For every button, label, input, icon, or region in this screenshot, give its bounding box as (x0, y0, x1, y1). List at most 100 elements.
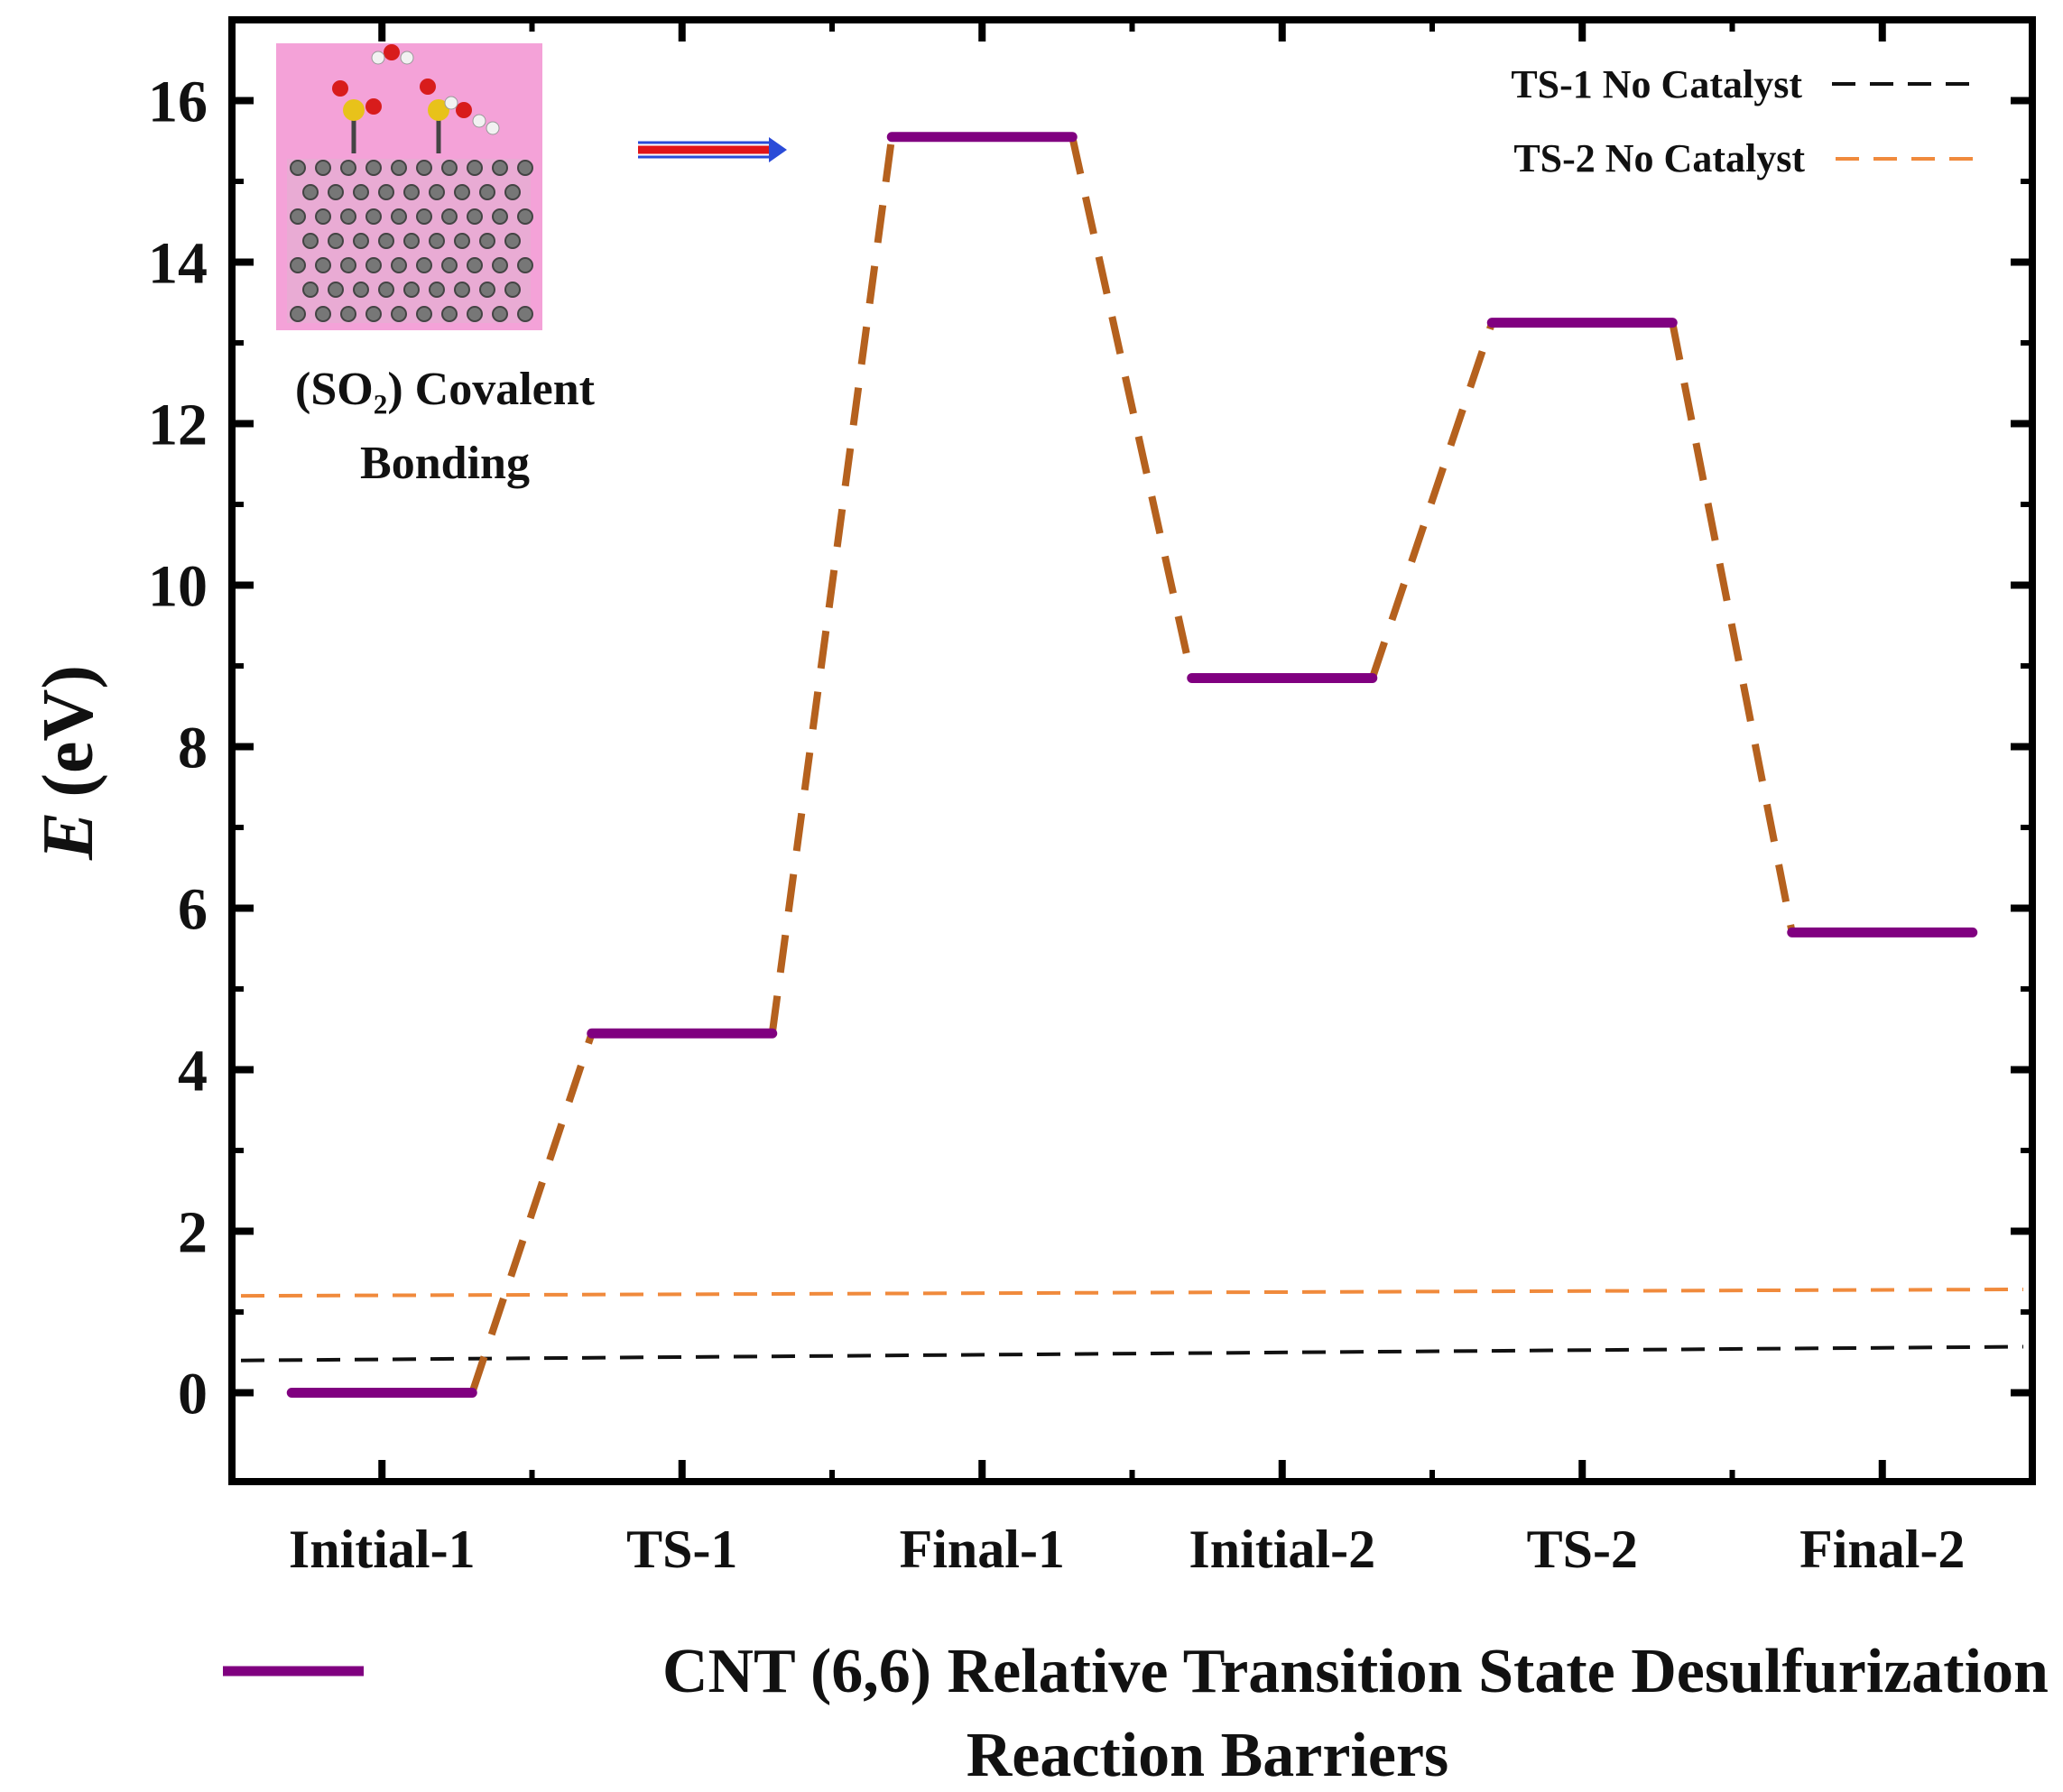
cnt-atom-26 (467, 208, 483, 225)
y-axis-label-units: (eV) (29, 665, 108, 798)
legend: TS-1 No Catalyst TS-2 No Catalyst (1511, 62, 1982, 180)
cnt-atom-9 (517, 160, 533, 176)
cnt-atom-35 (454, 233, 470, 249)
cnt-atom-62 (416, 306, 432, 322)
cnt-atom-25 (441, 208, 458, 225)
axis-ticks: 0 2 4 6 8 10 12 14 16 Initial-1 TS-1 Final-1 Initial… (148, 20, 2032, 1579)
cnt-atom-58 (315, 306, 331, 322)
cnt-atom-24 (416, 208, 432, 225)
cnt-atom-31 (353, 233, 369, 249)
pointer-arrow (638, 137, 787, 162)
cnt-atom-13 (378, 184, 394, 200)
y-tick-label-4: 4 (178, 1039, 208, 1104)
cnt-atom-0 (290, 160, 306, 176)
cnt-atom-5 (416, 160, 432, 176)
y-tick-label-6: 6 (178, 877, 208, 943)
cnt-atom-10 (302, 184, 319, 200)
cnt-atom-42 (391, 257, 407, 273)
reference-line-ts2-no-catalyst (240, 1287, 2024, 1298)
y-tick-label-14: 14 (148, 231, 208, 297)
cnt-atom-17 (479, 184, 495, 200)
inset-caption-line-1: (SO₂) Covalent (295, 364, 596, 415)
cnt-atom-49 (328, 282, 344, 298)
bottom-legend-line-1: CNT (6,6) Relative Transition State Desu… (662, 1637, 2049, 1706)
cnt-atom-32 (378, 233, 394, 249)
cnt-atom-1 (315, 160, 331, 176)
y-tick-label-10: 10 (148, 554, 208, 620)
cnt-atom-53 (429, 282, 445, 298)
cnt-atom-37 (504, 233, 521, 249)
cnt-atom-52 (403, 282, 420, 298)
cnt-atom-47 (517, 257, 533, 273)
y-axis-label: E (eV) (29, 665, 108, 861)
cnt-atom-59 (340, 306, 356, 322)
y-tick-label-2: 2 (178, 1200, 208, 1266)
cnt-atom-60 (365, 306, 382, 322)
cnt-atom-40 (340, 257, 356, 273)
cnt-atom-4 (391, 160, 407, 176)
cnt-atom-21 (340, 208, 356, 225)
energy-levels (286, 132, 1978, 1399)
cnt-atom-44 (441, 257, 458, 273)
cnt-atom-3 (365, 160, 382, 176)
cnt-atom-29 (302, 233, 319, 249)
x-tick-label-final-1: Final-1 (900, 1520, 1065, 1579)
x-tick-label-initial-1: Initial-1 (289, 1520, 476, 1579)
y-tick-label-0: 0 (178, 1362, 208, 1427)
cnt-atom-41 (365, 257, 382, 273)
cnt-atom-48 (302, 282, 319, 298)
connector-2-3 (1069, 135, 1196, 679)
legend-label-ts2: TS-2 No Catalyst (1513, 136, 1805, 180)
cnt-atom-51 (378, 282, 394, 298)
x-tick-label-ts-1: TS-1 (626, 1520, 737, 1579)
cnt-atom-65 (492, 306, 508, 322)
cnt-atom-43 (416, 257, 432, 273)
cnt-atom-50 (353, 282, 369, 298)
cnt-atom-64 (467, 306, 483, 322)
nanotube-illustration (287, 159, 533, 323)
cnt-atom-34 (429, 233, 445, 249)
cnt-atom-14 (403, 184, 420, 200)
cnt-atom-54 (454, 282, 470, 298)
x-tick-label-final-2: Final-2 (1799, 1520, 1965, 1579)
y-tick-label-8: 8 (178, 716, 208, 781)
y-tick-label-16: 16 (148, 69, 208, 135)
connector-0-1 (468, 1031, 596, 1394)
cnt-atom-8 (492, 160, 508, 176)
cnt-atom-66 (517, 306, 533, 322)
legend-label-ts1: TS-1 No Catalyst (1511, 62, 1802, 106)
cnt-atom-7 (467, 160, 483, 176)
cnt-atom-30 (328, 233, 344, 249)
cnt-atom-2 (340, 160, 356, 176)
inset-structure-image (276, 43, 542, 330)
cnt-atom-28 (517, 208, 533, 225)
cnt-atom-19 (290, 208, 306, 225)
so2-molecules-illustration (332, 44, 500, 153)
cnt-atom-27 (492, 208, 508, 225)
connector-3-4 (1368, 321, 1496, 679)
reference-lines (240, 1287, 2024, 1362)
y-axis-label-symbol: E (29, 812, 108, 861)
cnt-atom-33 (403, 233, 420, 249)
connector-1-2 (768, 136, 896, 1034)
cnt-atom-11 (328, 184, 344, 200)
reference-line-ts1-no-catalyst (240, 1344, 2024, 1362)
connector-4-5 (1669, 321, 1796, 934)
cnt-atom-36 (479, 233, 495, 249)
cnt-atom-15 (429, 184, 445, 200)
cnt-atom-46 (492, 257, 508, 273)
x-tick-label-ts-2: TS-2 (1527, 1520, 1638, 1579)
cnt-atom-39 (315, 257, 331, 273)
cnt-atom-20 (315, 208, 331, 225)
cnt-atom-61 (391, 306, 407, 322)
cnt-atom-63 (441, 306, 458, 322)
cnt-atom-12 (353, 184, 369, 200)
inset-caption-line-2: Bonding (360, 438, 530, 489)
cnt-atom-16 (454, 184, 470, 200)
connector-lines (468, 135, 1796, 1394)
cnt-atom-56 (504, 282, 521, 298)
cnt-atom-57 (290, 306, 306, 322)
cnt-atom-55 (479, 282, 495, 298)
cnt-atom-6 (441, 160, 458, 176)
